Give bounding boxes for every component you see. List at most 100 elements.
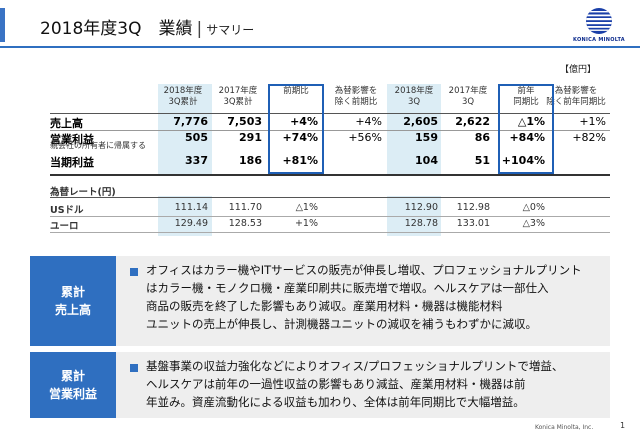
row-label: 売上高 bbox=[50, 117, 83, 130]
table-cell: 159 bbox=[415, 131, 438, 144]
table-cell: △1% bbox=[517, 115, 545, 128]
row-label: 当期利益 bbox=[50, 156, 94, 169]
panel-text-line: 基盤事業の収益力強化などによりオフィス/プロフェッショナルプリントで増益、 bbox=[146, 359, 564, 373]
row-label-note: 親会社の所有者に帰属する bbox=[50, 141, 146, 150]
column-header: 2018年度 3Q累計 bbox=[153, 86, 213, 108]
highlight-box bbox=[498, 84, 554, 174]
company-logo: KONICA MINOLTA bbox=[566, 6, 632, 46]
table-rule bbox=[50, 130, 610, 131]
column-header-line: 3Q累計 bbox=[223, 97, 253, 107]
table-rule bbox=[50, 232, 610, 233]
table-cell: 2,605 bbox=[403, 115, 438, 128]
fx-cell: △0% bbox=[522, 202, 545, 213]
fx-header: 為替レート(円) bbox=[50, 187, 116, 198]
table-cell: +56% bbox=[348, 131, 382, 144]
table-cell: 291 bbox=[239, 131, 262, 144]
unit-label: 【億円】 bbox=[560, 65, 597, 75]
fx-cell: 112.98 bbox=[456, 202, 490, 213]
page-title: 2018年度3Q 業績 | サマリー bbox=[40, 14, 254, 39]
fx-cell: △3% bbox=[522, 218, 545, 229]
column-header-line: 3Q bbox=[407, 97, 421, 107]
table-cell: 337 bbox=[185, 154, 208, 167]
column-header-line: 為替影響を bbox=[554, 86, 598, 96]
column-header: 前期比 bbox=[266, 86, 326, 97]
column-header-line: 3Q bbox=[461, 97, 475, 107]
footer-company: Konica Minolta, Inc. bbox=[535, 424, 594, 431]
table-rule bbox=[50, 216, 610, 217]
column-header-line: 2017年度 bbox=[448, 86, 488, 96]
column-header-line: 前期比 bbox=[283, 86, 309, 96]
panel-tag-line: 累計 bbox=[60, 285, 85, 299]
panel-text-line: オフィスはカラー機やITサービスの販売が伸長し増収、プロフェッショナルプリント bbox=[146, 263, 582, 277]
column-header-line: 為替影響を bbox=[334, 86, 378, 96]
column-header-line: 2017年度 bbox=[218, 86, 258, 96]
table-cell: +1% bbox=[579, 115, 606, 128]
column-header-line: 2018年度 bbox=[394, 86, 434, 96]
table-cell: +104% bbox=[501, 154, 545, 167]
column-header: 前年 同期比 bbox=[496, 86, 556, 108]
panel-tag: 累計 営業利益 bbox=[30, 352, 116, 418]
fx-cell: +1% bbox=[294, 218, 318, 229]
panel-tag: 累計 売上高 bbox=[30, 256, 116, 346]
table-cell: +81% bbox=[282, 154, 318, 167]
brand-name: KONICA MINOLTA bbox=[573, 37, 625, 43]
panel-operating-profit: 累計 営業利益 基盤事業の収益力強化などによりオフィス/プロフェッショナルプリン… bbox=[30, 352, 610, 418]
page-number: 1 bbox=[620, 421, 626, 430]
column-header: 2017年度 3Q累計 bbox=[208, 86, 268, 108]
title-main: 2018年度3Q 業績 bbox=[40, 19, 193, 39]
fx-cell: 111.14 bbox=[174, 202, 208, 213]
column-header-line: 除く前期比 bbox=[334, 97, 378, 107]
row-label: 営業利益 bbox=[50, 133, 94, 146]
fx-row-label: USドル bbox=[50, 205, 84, 216]
panel-text-line: 年並み。資産流動化による収益も加わり、全体は前年同期比で大幅増益。 bbox=[146, 395, 525, 409]
panel-text-line: 商品の販売を終了した影響もあり減収。産業用材料・機器は機能材料 bbox=[146, 299, 503, 313]
fx-cell: 128.53 bbox=[228, 218, 262, 229]
table-cell: 2,622 bbox=[455, 115, 490, 128]
title-separator: | bbox=[196, 19, 203, 39]
table-cell: 186 bbox=[239, 154, 262, 167]
table-rule bbox=[50, 113, 610, 114]
column-header-line: 2018年度 bbox=[163, 86, 203, 96]
panel-text: 基盤事業の収益力強化などによりオフィス/プロフェッショナルプリントで増益、 ヘル… bbox=[146, 357, 563, 411]
panel-tag-line: 売上高 bbox=[54, 303, 91, 317]
table-cell: 7,503 bbox=[227, 115, 262, 128]
panel-text-line: ユニットの売上が伸長し、計測機器ユニットの減収を補うもわずかに減収。 bbox=[146, 317, 537, 331]
column-header-line: 同期比 bbox=[513, 97, 539, 107]
panel-text-line: はカラー機・モノクロ機・産業印刷共に販売増で増収。ヘルスケアは一部仕入 bbox=[146, 281, 549, 295]
fx-row-label: ユーロ bbox=[50, 221, 79, 232]
table-cell: +4% bbox=[290, 115, 318, 128]
fx-cell: 128.78 bbox=[404, 218, 438, 229]
table-cell: +84% bbox=[509, 131, 545, 144]
panel-text-line: ヘルスケアは前年の一過性収益の影響もあり減益、産業用材料・機器は前 bbox=[146, 377, 526, 391]
table-rule bbox=[50, 197, 610, 198]
panel-text: オフィスはカラー機やITサービスの販売が伸長し増収、プロフェッショナルプリント … bbox=[146, 261, 582, 333]
globe-logo-icon bbox=[586, 8, 612, 34]
highlight-box bbox=[268, 84, 324, 174]
column-header: 2018年度 3Q bbox=[384, 86, 444, 108]
fx-cell: △1% bbox=[295, 202, 318, 213]
fx-cell: 111.70 bbox=[228, 202, 262, 213]
table-cell: 51 bbox=[474, 154, 490, 167]
table-cell: 505 bbox=[185, 131, 208, 144]
column-header: 為替影響を 除く前期比 bbox=[326, 86, 386, 108]
fx-cell: 112.90 bbox=[404, 202, 438, 213]
title-subtitle: サマリー bbox=[206, 23, 255, 37]
bullet-square-icon bbox=[130, 364, 138, 372]
panel-tag-line: 累計 bbox=[60, 369, 85, 383]
table-cell: +82% bbox=[572, 131, 606, 144]
table-cell: 86 bbox=[474, 131, 490, 144]
header-rule bbox=[0, 46, 640, 48]
table-cell: +74% bbox=[282, 131, 318, 144]
panel-sales: 累計 売上高 オフィスはカラー機やITサービスの販売が伸長し増収、プロフェッショ… bbox=[30, 256, 610, 346]
column-header: 為替影響を 除く前年同期比 bbox=[546, 86, 606, 108]
fx-cell: 133.01 bbox=[456, 218, 490, 229]
column-header-line: 3Q累計 bbox=[168, 97, 198, 107]
table-cell: +4% bbox=[355, 115, 382, 128]
panel-tag-line: 営業利益 bbox=[48, 387, 97, 401]
bullet-square-icon bbox=[130, 268, 138, 276]
table-cell: 7,776 bbox=[173, 115, 208, 128]
fx-cell: 129.49 bbox=[174, 218, 208, 229]
column-header-line: 前年 bbox=[517, 86, 535, 96]
table-cell: 104 bbox=[415, 154, 438, 167]
